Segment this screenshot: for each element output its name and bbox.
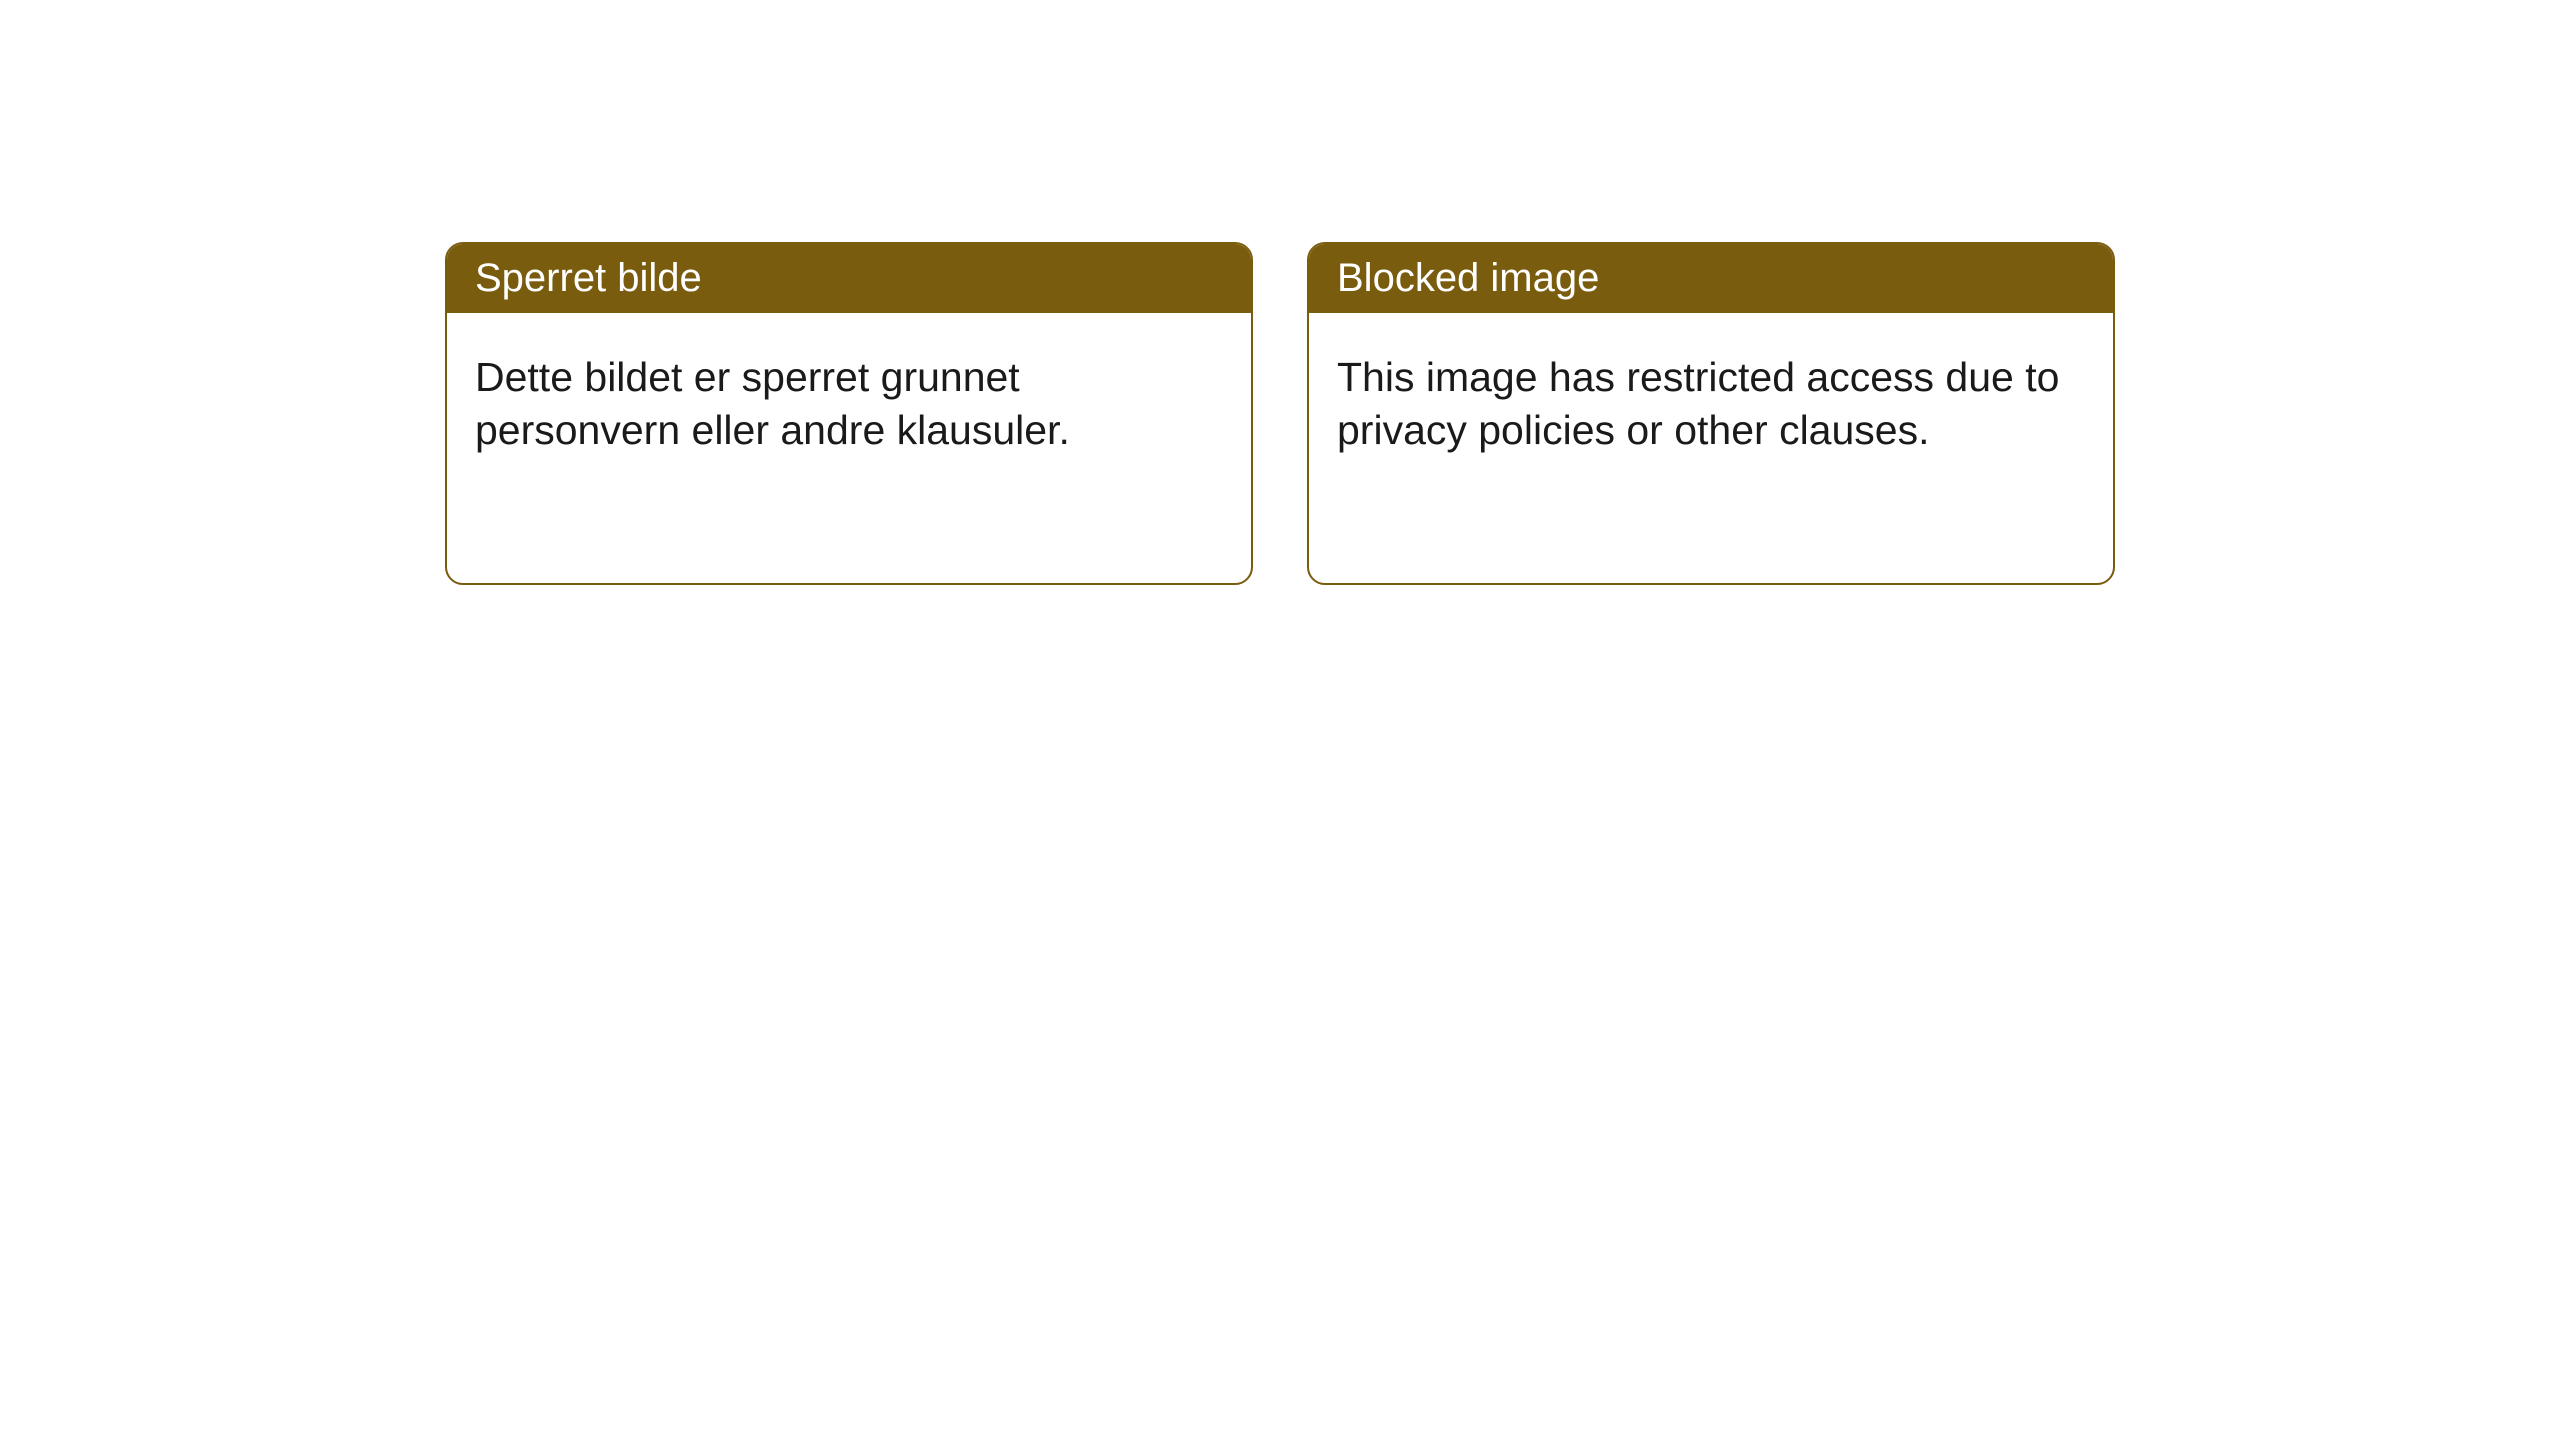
card-header: Sperret bilde (447, 244, 1251, 313)
notice-card-english: Blocked image This image has restricted … (1307, 242, 2115, 585)
card-body-text: Dette bildet er sperret grunnet personve… (475, 354, 1070, 453)
card-body: Dette bildet er sperret grunnet personve… (447, 313, 1251, 583)
card-title: Sperret bilde (475, 256, 702, 300)
card-body-text: This image has restricted access due to … (1337, 354, 2059, 453)
notice-cards-container: Sperret bilde Dette bildet er sperret gr… (0, 0, 2560, 585)
notice-card-norwegian: Sperret bilde Dette bildet er sperret gr… (445, 242, 1253, 585)
card-body: This image has restricted access due to … (1309, 313, 2113, 583)
card-title: Blocked image (1337, 256, 1599, 300)
card-header: Blocked image (1309, 244, 2113, 313)
